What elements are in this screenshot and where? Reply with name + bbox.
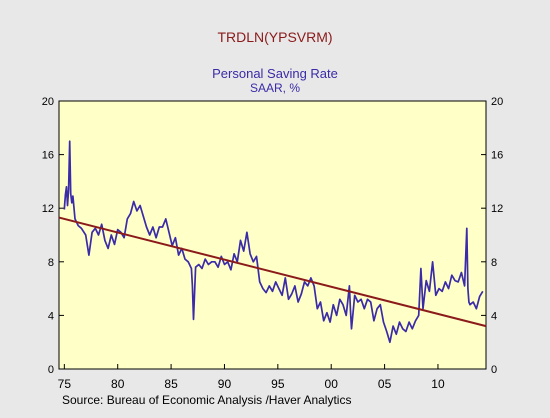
y-tick-label-left: 12 (42, 203, 54, 215)
chart-title: Personal Saving Rate (212, 66, 338, 81)
x-tick-label: 85 (164, 377, 178, 391)
x-tick-label: 75 (58, 377, 72, 391)
y-tick-label-left: 8 (48, 257, 54, 269)
x-tick-label: 00 (325, 377, 339, 391)
y-tick-label-right: 20 (491, 96, 503, 108)
y-tick-label-right: 4 (491, 310, 497, 322)
left-y-axis: 0 4 8 12 16 20 (42, 96, 64, 376)
y-tick-label-left: 4 (48, 310, 54, 322)
trend-line (58, 216, 487, 328)
right-y-axis: 0 4 8 12 16 20 (481, 96, 503, 376)
chart-subtitle: SAAR, % (250, 81, 300, 95)
top-title: TRDLN(YPSVRM) (217, 29, 332, 45)
y-tick-label-left: 16 (42, 150, 54, 162)
x-tick-label: 95 (271, 377, 285, 391)
saving-rate-line (63, 140, 484, 344)
y-tick-label-right: 12 (491, 203, 503, 215)
x-tick-label: 90 (218, 377, 232, 391)
source-note: Source: Bureau of Economic Analysis /Hav… (62, 393, 351, 407)
x-tick-label: 80 (111, 377, 125, 391)
y-tick-label-left: 0 (48, 364, 54, 376)
y-tick-label-right: 8 (491, 257, 497, 269)
series-layer (58, 140, 487, 344)
x-tick-label: 05 (378, 377, 392, 391)
y-tick-label-left: 20 (42, 96, 54, 108)
x-axis: 75 80 85 90 95 00 05 10 (58, 364, 445, 391)
y-tick-label-right: 16 (491, 150, 503, 162)
y-tick-label-right: 0 (491, 364, 497, 376)
x-tick-label: 10 (431, 377, 445, 391)
